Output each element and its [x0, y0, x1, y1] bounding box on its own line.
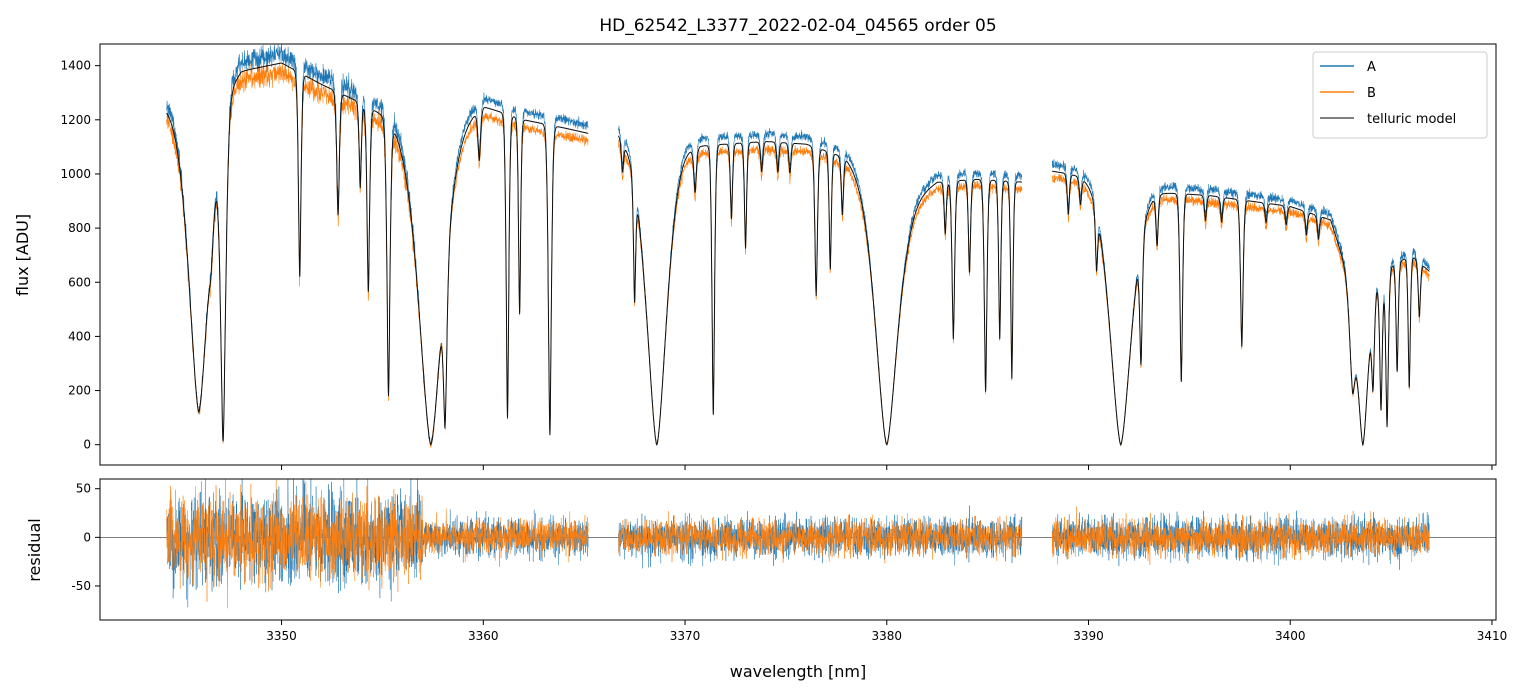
legend-label-b: B [1367, 86, 1376, 101]
flux-y-axis-label: flux [ADU] [13, 214, 32, 296]
x-tick-label: 3380 [871, 629, 902, 643]
x-tick-label: 3410 [1477, 629, 1508, 643]
residual-b-line-seg0 [166, 479, 589, 609]
legend-label-model: telluric model [1367, 112, 1456, 127]
residual-x-ticks: 3350 3360 3370 3380 3390 3400 3410 [266, 620, 1507, 643]
residual-b-line-seg2 [1051, 506, 1430, 565]
residual-axes-frame [99, 478, 1497, 621]
legend-box [1312, 51, 1488, 139]
chart-title: HD_62542_L3377_2022-02-04_04565 order 05 [599, 16, 996, 36]
flux-y-tick-label: 400 [68, 329, 91, 343]
flux-x-ticks [281, 465, 1493, 470]
residual-b-line-seg1 [618, 511, 1023, 564]
flux-plot-area [166, 44, 1430, 448]
telluric-model-line-seg1 [618, 135, 1022, 446]
flux-y-tick-label: 800 [68, 221, 91, 235]
residual-y-tick-label: 0 [83, 530, 91, 544]
residual-panel: -50 0 50 3350 3360 3370 3380 3390 3400 3410 resi… [25, 478, 1507, 681]
legend-label-a: A [1367, 60, 1376, 75]
flux-y-tick-label: 1400 [60, 59, 91, 73]
x-tick-label: 3400 [1275, 629, 1306, 643]
flux-y-tick-label: 1200 [60, 113, 91, 127]
telluric-model-line-seg2 [1052, 170, 1430, 446]
telluric-model-line-seg0 [166, 62, 589, 446]
flux-panel: 0 200 400 600 800 1000 1200 1400 flux [ADU] A B… [13, 43, 1497, 470]
series-a-line-seg1 [618, 125, 1023, 446]
x-tick-label: 3360 [468, 629, 499, 643]
x-tick-label: 3370 [670, 629, 701, 643]
series-a-line-seg0 [166, 44, 589, 448]
residual-y-ticks: -50 0 50 [71, 482, 100, 593]
flux-y-tick-label: 0 [83, 438, 91, 452]
x-tick-label: 3350 [266, 629, 297, 643]
legend: A B telluric model [1312, 51, 1488, 139]
flux-y-tick-label: 600 [68, 275, 91, 289]
residual-plot-area [100, 479, 1496, 609]
residual-y-tick-label: 50 [76, 482, 91, 496]
flux-y-tick-label: 1000 [60, 167, 91, 181]
x-tick-label: 3390 [1073, 629, 1104, 643]
residual-y-axis-label: residual [25, 518, 44, 581]
flux-y-tick-label: 200 [68, 384, 91, 398]
residual-y-tick-label: -50 [71, 579, 91, 593]
x-axis-label: wavelength [nm] [730, 662, 867, 681]
flux-y-ticks: 0 200 400 600 800 1000 1200 1400 [60, 59, 100, 452]
flux-axes-frame [99, 43, 1497, 466]
